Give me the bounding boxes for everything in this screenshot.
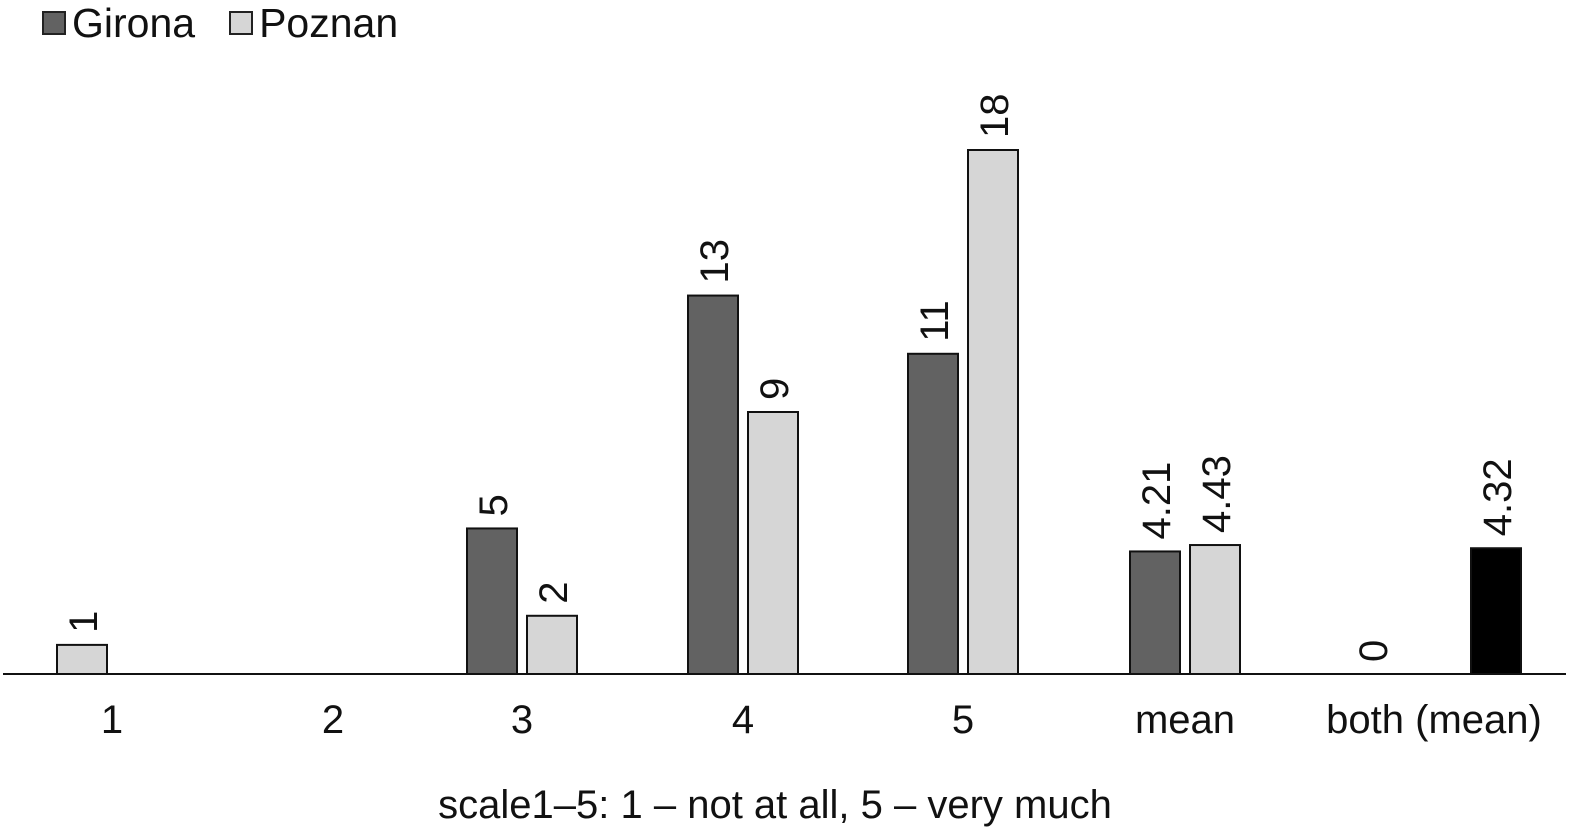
legend-swatch-poznan [229, 11, 254, 35]
x-tick-label-4: 4 [732, 698, 754, 742]
bar-poznan-3 [526, 614, 578, 675]
data-label-girona-5: 11 [913, 300, 957, 342]
data-label-poznan-5: 18 [973, 94, 1017, 139]
legend-swatch-girona [42, 11, 66, 35]
legend: Girona Poznan [42, 0, 432, 46]
legend-label-girona: Girona [72, 0, 196, 46]
legend-item-poznan: Poznan [229, 0, 398, 47]
x-tick-label-2: 2 [322, 698, 344, 742]
bar-both-both-mean- [1470, 547, 1522, 675]
data-label-girona-mean: 4.21 [1135, 462, 1179, 540]
x-tick-label-mean: mean [1135, 698, 1235, 742]
x-axis-title: scale1–5: 1 – not at all, 5 – very much [438, 783, 1112, 827]
data-label-both-both-mean-: 4.32 [1476, 458, 1520, 536]
data-label-girona-3: 5 [472, 494, 516, 516]
x-tick-label-5: 5 [952, 698, 974, 742]
legend-item-girona: Girona [42, 0, 195, 47]
bar-poznan-1 [56, 643, 108, 676]
x-tick-label-1: 1 [101, 698, 123, 742]
bar-poznan-5 [967, 149, 1019, 675]
bar-poznan-mean [1189, 544, 1241, 675]
x-tick-label-3: 3 [511, 698, 533, 742]
data-label-poznan-4: 9 [753, 378, 797, 400]
data-label-extra-zero: 0 [1352, 640, 1396, 662]
data-label-poznan-3: 2 [532, 582, 576, 604]
data-label-poznan-mean: 4.43 [1195, 455, 1239, 533]
bar-girona-4 [687, 294, 739, 675]
bar-poznan-4 [747, 411, 799, 675]
data-label-poznan-1: 1 [62, 611, 106, 633]
legend-label-poznan: Poznan [259, 0, 399, 46]
bar-girona-mean [1129, 550, 1181, 675]
data-label-girona-4: 13 [693, 239, 737, 284]
x-tick-label-both-mean-: both (mean) [1326, 698, 1542, 742]
bar-girona-5 [907, 352, 959, 675]
bar-girona-3 [466, 527, 518, 676]
